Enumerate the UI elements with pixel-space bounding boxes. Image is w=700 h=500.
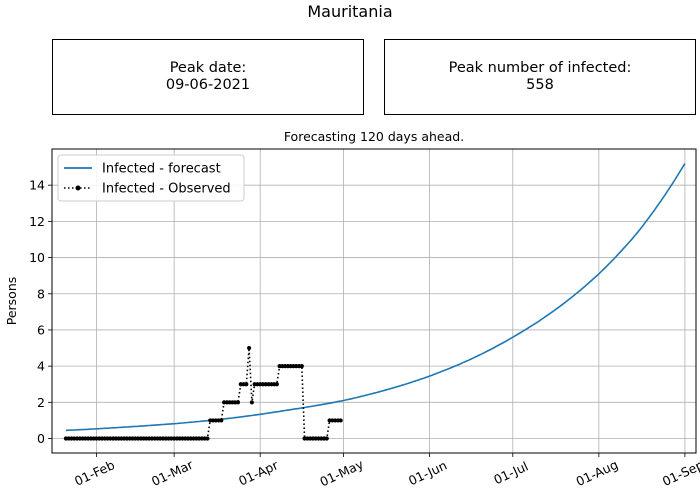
observed-line bbox=[65, 347, 341, 440]
observed-point bbox=[219, 418, 224, 423]
x-tick-label: 01-Apr bbox=[236, 457, 281, 489]
ticks: 01-Feb 01-Mar 01-Apr 01-May 01-Jun 01-Jul 01-A… bbox=[29, 178, 700, 490]
peak-infected-box: Peak number of infected: 558 bbox=[384, 39, 696, 115]
y-tick-label: 6 bbox=[37, 322, 45, 337]
observed-point bbox=[244, 382, 249, 387]
observed-point bbox=[205, 436, 210, 441]
x-tick-label: 01-Sep bbox=[660, 457, 700, 489]
observed-point bbox=[235, 400, 241, 405]
forecast-line bbox=[65, 163, 686, 432]
peak-date-box: Peak date: 09-06-2021 bbox=[52, 39, 364, 115]
y-tick-label: 10 bbox=[29, 250, 45, 265]
legend-observed-label: Infected - Observed bbox=[102, 182, 231, 197]
y-tick-label: 12 bbox=[29, 214, 45, 229]
legend-forecast-label: Infected - forecast bbox=[102, 162, 221, 177]
y-tick-label: 2 bbox=[37, 395, 45, 410]
x-tick-label: 01-Feb bbox=[72, 457, 117, 489]
grid bbox=[52, 149, 696, 453]
y-tick-label: 8 bbox=[37, 286, 45, 301]
observed-point bbox=[299, 364, 304, 369]
x-tick-label: 01-Jun bbox=[406, 458, 449, 489]
peak-date-value: 09-06-2021 bbox=[165, 77, 251, 93]
x-tick-label: 01-Jul bbox=[491, 458, 530, 487]
peak-date-label: Peak date: bbox=[169, 60, 247, 76]
observed-point bbox=[249, 400, 254, 405]
observed-point bbox=[338, 418, 343, 423]
observed-point bbox=[324, 436, 329, 441]
x-tick-label: 01-Aug bbox=[574, 457, 621, 489]
legend-observed-marker bbox=[75, 185, 81, 191]
peak-infected-value: 558 bbox=[526, 77, 554, 93]
y-tick-label: 0 bbox=[37, 431, 45, 446]
y-axis-label: Persons bbox=[4, 277, 19, 326]
legend-box bbox=[57, 154, 245, 202]
y-tick-label: 4 bbox=[37, 359, 45, 374]
x-tick-label: 01-Mar bbox=[149, 456, 196, 489]
chart-title: Forecasting 120 days ahead. bbox=[284, 129, 464, 144]
observed-point bbox=[246, 345, 252, 351]
page-title: Mauritania bbox=[307, 2, 393, 21]
legend: Infected - forecast Infected - Observed bbox=[57, 154, 245, 202]
series-layer bbox=[63, 163, 686, 441]
y-tick-label: 14 bbox=[29, 178, 45, 193]
observed-point bbox=[274, 382, 279, 387]
x-tick-label: 01-May bbox=[317, 456, 366, 489]
axes-frame bbox=[51, 148, 697, 454]
peak-infected-label: Peak number of infected: bbox=[448, 60, 632, 76]
